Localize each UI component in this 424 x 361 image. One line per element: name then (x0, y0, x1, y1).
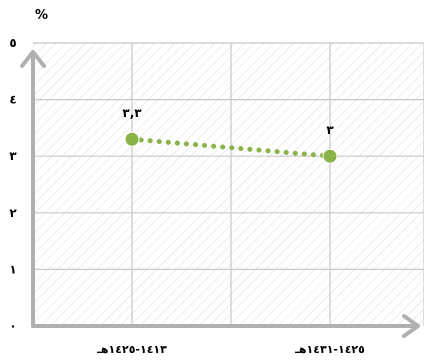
series-line: ٣,٣ ٣ (122, 106, 338, 164)
data-label: ٣,٣ (122, 106, 142, 120)
y-tick-label: ٢ (9, 206, 17, 220)
data-label: ٣ (326, 123, 334, 137)
y-tick-label: ٥ (9, 36, 16, 50)
series-line-path (129, 136, 333, 159)
x-axis-arrowhead (402, 314, 420, 338)
data-point (322, 148, 338, 164)
y-tick-label: ٣ (9, 149, 17, 163)
y-axis-arrowhead (20, 50, 46, 68)
y-tick-labels: ٠ ١ ٢ ٣ ٤ ٥ (9, 36, 17, 333)
y-tick-label: ٤ (9, 93, 16, 107)
gridlines (33, 42, 424, 326)
y-tick-label: ١ (9, 262, 16, 276)
x-tick-labels: ١٤١٣-١٤٢٥هـ ١٤٢٥-١٤٣١هـ (96, 343, 365, 356)
data-point (124, 131, 140, 147)
x-tick-label: ١٤٢٥-١٤٣١هـ (294, 343, 365, 356)
axes (20, 50, 420, 338)
y-tick-label: ٠ (9, 319, 16, 333)
y-unit-label: % (35, 8, 48, 23)
x-tick-label: ١٤١٣-١٤٢٥هـ (96, 343, 167, 356)
plot-area-background (33, 43, 424, 326)
